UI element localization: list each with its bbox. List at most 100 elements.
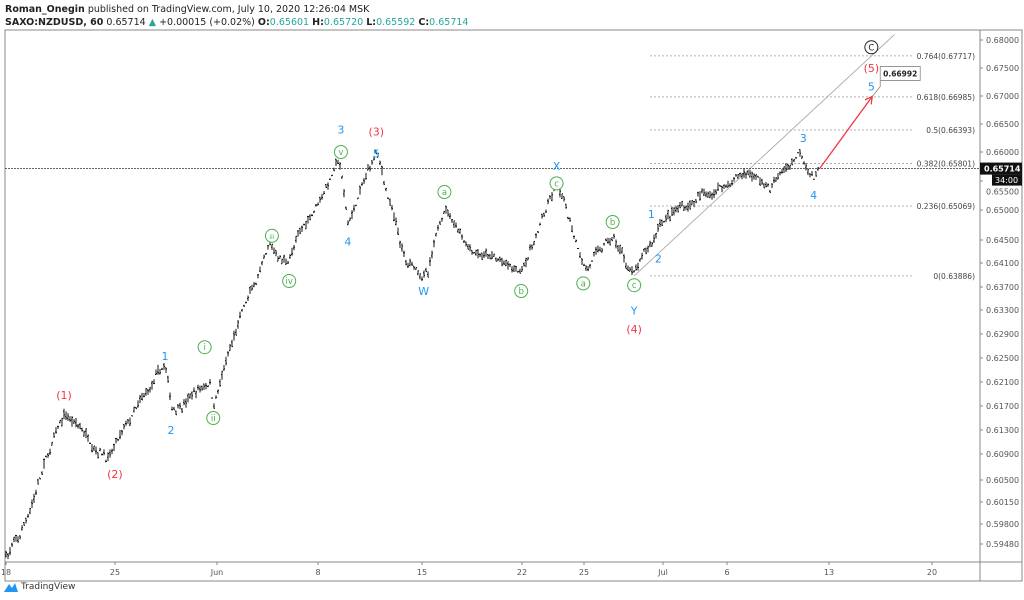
price-bar bbox=[155, 369, 157, 375]
tradingview-logo[interactable]: TradingView bbox=[4, 582, 75, 592]
price-bar bbox=[785, 163, 787, 173]
wave-label: (3) bbox=[368, 125, 384, 138]
price-bar bbox=[385, 187, 387, 192]
price-bar bbox=[541, 213, 543, 219]
price-bar bbox=[499, 256, 501, 262]
price-bar bbox=[283, 254, 285, 263]
price-bar bbox=[345, 206, 347, 210]
price-bar bbox=[333, 167, 335, 172]
price-bar bbox=[285, 258, 287, 265]
price-bar bbox=[741, 173, 743, 180]
price-bar bbox=[381, 165, 383, 176]
price-bar bbox=[95, 446, 97, 455]
price-bar bbox=[143, 393, 145, 398]
x-tick-label: Jul bbox=[657, 568, 668, 577]
price-bar bbox=[723, 184, 725, 189]
price-bar bbox=[493, 253, 495, 257]
price-bar bbox=[709, 191, 711, 199]
price-bar bbox=[545, 209, 547, 213]
fib-level-label: 0.236(0.65069) bbox=[917, 202, 975, 211]
price-bar bbox=[103, 449, 105, 456]
wave-label: 1 bbox=[161, 350, 168, 363]
price-bar bbox=[355, 204, 357, 207]
price-bar bbox=[213, 403, 215, 409]
price-bar bbox=[415, 267, 417, 270]
price-bar bbox=[491, 251, 493, 260]
price-bar bbox=[763, 183, 765, 189]
price-bar bbox=[407, 262, 409, 268]
price-bar bbox=[317, 202, 319, 206]
price-bar bbox=[655, 232, 657, 239]
price-bar bbox=[167, 375, 169, 383]
price-bar bbox=[147, 388, 149, 395]
price-bar bbox=[659, 219, 661, 228]
price-bar bbox=[219, 379, 221, 387]
wave-label: ii bbox=[211, 414, 216, 424]
price-bar bbox=[735, 174, 737, 177]
fib-level-label: 0.618(0.66985) bbox=[917, 93, 975, 102]
y-tick-label: 0.64500 bbox=[986, 236, 1019, 245]
price-bar bbox=[139, 395, 141, 404]
price-bar bbox=[341, 175, 343, 179]
price-bar bbox=[391, 205, 393, 211]
price-bar bbox=[367, 164, 369, 171]
price-bar bbox=[459, 228, 461, 234]
price-bar bbox=[55, 427, 57, 434]
price-bar bbox=[687, 202, 689, 212]
price-bar bbox=[697, 191, 699, 197]
publish-info: published on TradingView.com, July 10, 2… bbox=[87, 4, 370, 15]
price-bar bbox=[425, 267, 427, 273]
price-bar bbox=[303, 223, 305, 226]
price-bar bbox=[169, 392, 171, 400]
price-bar bbox=[383, 180, 385, 185]
price-bar bbox=[513, 265, 515, 272]
price-bar bbox=[309, 214, 311, 221]
price-bar bbox=[261, 261, 263, 266]
price-bar bbox=[75, 418, 77, 428]
y-tick-label: 0.67000 bbox=[986, 92, 1019, 101]
price-bar bbox=[35, 489, 37, 495]
price-bar bbox=[477, 249, 479, 259]
symbol-name[interactable]: SAXO:NZDUSD, 60 bbox=[5, 17, 104, 28]
wave-label: 2 bbox=[655, 252, 662, 265]
wave-label-circle bbox=[549, 176, 564, 191]
price-bar bbox=[699, 191, 701, 201]
price-bar bbox=[783, 166, 785, 173]
price-bar bbox=[331, 174, 333, 177]
price-bar bbox=[335, 158, 337, 166]
price-bar bbox=[107, 452, 109, 462]
low-value: 0.65592 bbox=[376, 17, 416, 28]
price-bar bbox=[503, 260, 505, 266]
price-bar bbox=[181, 408, 183, 413]
price-bar bbox=[33, 493, 35, 503]
price-bar bbox=[717, 182, 719, 191]
price-bar bbox=[365, 172, 367, 180]
price-bar bbox=[373, 155, 375, 161]
price-bar bbox=[481, 252, 483, 260]
price-bar bbox=[295, 235, 297, 243]
price-bar bbox=[625, 262, 627, 270]
up-triangle-icon: ▲ bbox=[148, 17, 157, 28]
price-bar bbox=[705, 191, 707, 198]
price-bar bbox=[525, 257, 527, 268]
price-bar bbox=[249, 286, 251, 294]
price-bar bbox=[585, 265, 587, 271]
chart-header: Roman_Onegin published on TradingView.co… bbox=[5, 3, 468, 29]
price-bar bbox=[695, 199, 697, 204]
price-bar bbox=[99, 447, 101, 452]
price-bar bbox=[111, 448, 113, 455]
price-bar bbox=[129, 417, 131, 426]
price-bar bbox=[225, 356, 227, 366]
price-bar bbox=[127, 419, 129, 424]
price-bar bbox=[435, 232, 437, 237]
price-bar bbox=[203, 383, 205, 390]
price-bar bbox=[599, 246, 601, 252]
price-bar bbox=[681, 200, 683, 207]
countdown-label: 34:00 bbox=[995, 176, 1018, 185]
y-tick-label: 0.60150 bbox=[986, 498, 1019, 507]
y-tick-label: 0.59480 bbox=[986, 540, 1019, 549]
price-bar bbox=[235, 328, 237, 336]
author-name[interactable]: Roman_Onegin bbox=[5, 4, 85, 15]
price-bar bbox=[289, 254, 291, 259]
